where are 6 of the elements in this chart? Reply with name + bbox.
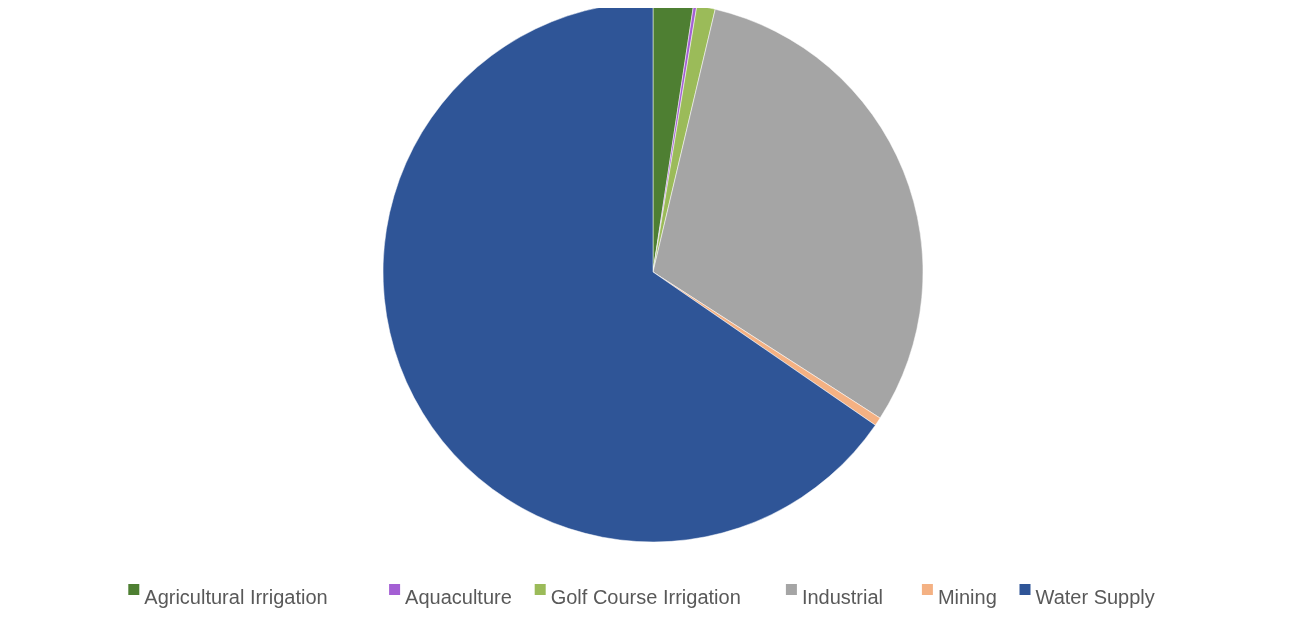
- legend-label: Agricultural Irrigation: [144, 586, 328, 609]
- legend-label: Golf Course Irrigation: [550, 586, 741, 609]
- legend-label: Mining: [937, 586, 997, 609]
- legend-label: Water Supply: [1035, 586, 1155, 609]
- legend-label: Aquaculture: [405, 586, 512, 609]
- legend-label: Industrial: [801, 586, 884, 609]
